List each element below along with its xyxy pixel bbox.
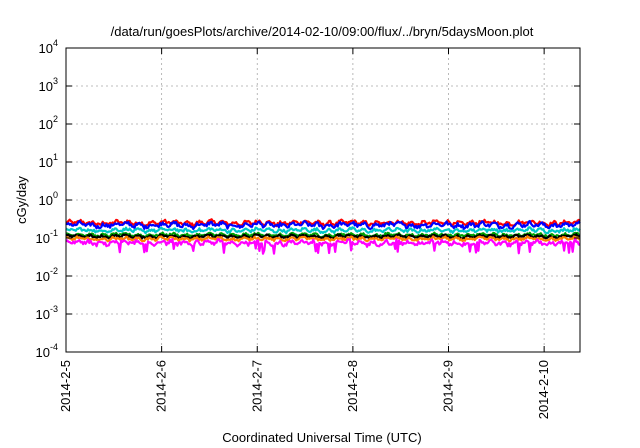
y-tick-exponent: -2 <box>50 266 58 276</box>
y-tick-label: 100 <box>39 190 58 208</box>
x-tick-label: 2014-2-8 <box>345 360 360 412</box>
series-line <box>65 219 581 231</box>
y-tick-label: 101 <box>39 152 58 170</box>
series-line <box>65 237 581 255</box>
x-tick-label: 2014-2-9 <box>441 360 456 412</box>
y-tick-base: 10 <box>39 193 53 208</box>
y-tick-base: 10 <box>39 155 53 170</box>
y-tick-base: 10 <box>36 345 50 360</box>
y-tick-exponent: -4 <box>50 342 58 352</box>
y-tick-exponent: 3 <box>53 76 58 86</box>
y-tick-label: 10-4 <box>36 342 58 360</box>
y-tick-base: 10 <box>36 307 50 322</box>
y-tick-base: 10 <box>39 117 53 132</box>
series-layer <box>65 218 581 255</box>
y-tick-label: 10-3 <box>36 304 58 322</box>
y-tick-exponent: -1 <box>50 228 58 238</box>
y-tick-base: 10 <box>36 269 50 284</box>
series-line <box>65 218 581 228</box>
grid <box>66 48 580 352</box>
y-tick-exponent: -3 <box>50 304 58 314</box>
y-tick-base: 10 <box>39 41 53 56</box>
x-axis-label: Coordinated Universal Time (UTC) <box>222 430 421 445</box>
y-tick-base: 10 <box>36 231 50 246</box>
series-line <box>65 233 581 240</box>
series-line <box>65 235 581 243</box>
y-tick-base: 10 <box>39 79 53 94</box>
chart-title: /data/run/goesPlots/archive/2014-02-10/0… <box>111 24 534 39</box>
y-tick-label: 102 <box>39 114 58 132</box>
x-tick-label: 2014-2-6 <box>154 360 169 412</box>
y-tick-label: 104 <box>39 38 58 56</box>
y-tick-exponent: 2 <box>53 114 58 124</box>
x-tick-label: 2014-2-10 <box>536 360 551 419</box>
y-tick-exponent: 1 <box>53 152 58 162</box>
y-tick-exponent: 0 <box>53 190 58 200</box>
y-tick-label: 10-2 <box>36 266 58 284</box>
series-line <box>65 226 581 235</box>
x-tick-label: 2014-2-7 <box>249 360 264 412</box>
y-tick-exponent: 4 <box>53 38 58 48</box>
y-tick-label: 10-1 <box>36 228 58 246</box>
y-axis-label: cGy/day <box>14 176 29 224</box>
y-tick-label: 103 <box>39 76 58 94</box>
x-tick-label: 2014-2-5 <box>58 360 73 412</box>
